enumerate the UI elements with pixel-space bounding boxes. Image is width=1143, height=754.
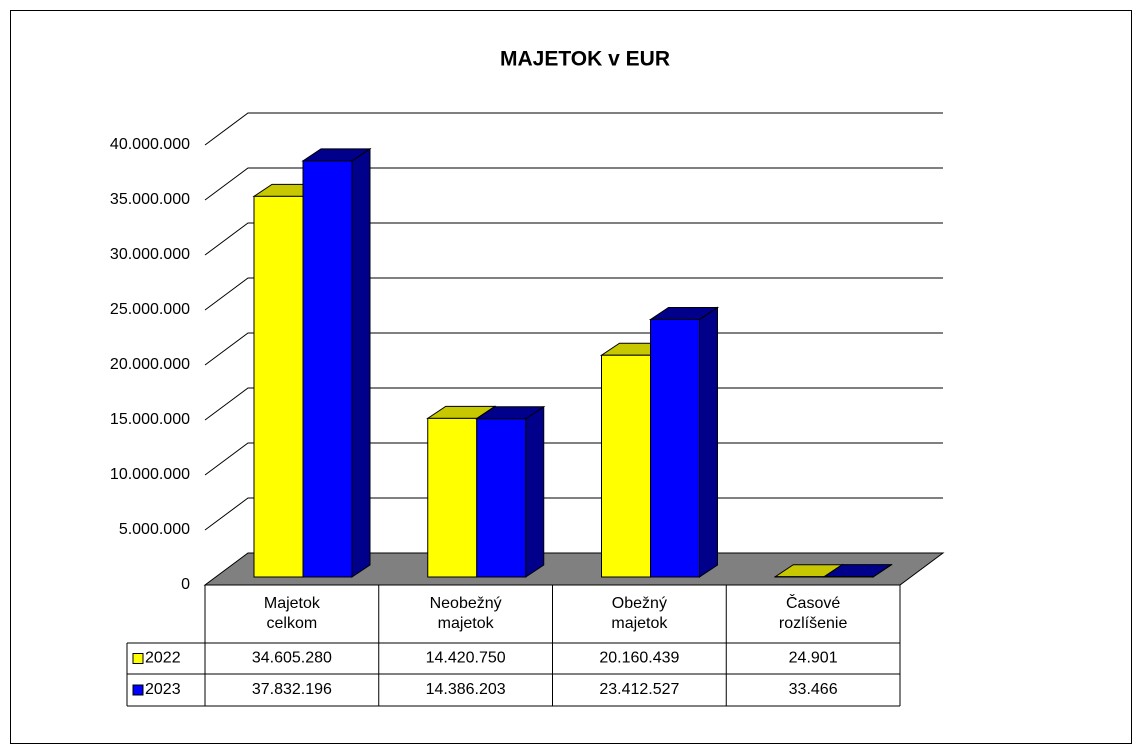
bar (301, 147, 372, 578)
y-tick-label: 40.000.000 (110, 136, 190, 153)
frame (10, 10, 1132, 744)
grid-line (204, 167, 943, 201)
chart-title: MAJETOK v EUR (500, 48, 670, 71)
legend-swatch (132, 653, 144, 664)
bar-front (476, 418, 527, 578)
bar-front (601, 354, 651, 578)
bar-side (525, 405, 545, 578)
y-tick-label: 15.000.000 (110, 411, 190, 428)
y-tick-label: 30.000.000 (110, 246, 190, 263)
y-tick-label: 0 (181, 576, 190, 593)
bar (648, 306, 720, 578)
bar (475, 405, 546, 578)
value-label: 14.420.750 (426, 650, 506, 667)
x-tick-label: Obežný majetok (611, 595, 668, 632)
value-label: 33.466 (789, 681, 838, 698)
y-tick-label: 35.000.000 (110, 191, 190, 208)
bar-side (699, 306, 718, 578)
legend-label: 2022 (145, 650, 181, 667)
grid-line (204, 222, 943, 256)
bar-front (253, 195, 304, 578)
bar-front (650, 318, 700, 578)
x-tick-label: Majetok celkom (264, 595, 321, 632)
y-tick-label: 5.000.000 (119, 521, 190, 538)
value-label: 34.605.280 (252, 650, 332, 667)
legend-swatch (132, 684, 144, 696)
y-tick-label: 25.000.000 (110, 301, 190, 318)
bar (822, 563, 893, 578)
bar-side (351, 147, 371, 578)
bar-front (302, 160, 353, 578)
x-tick-label: Neobežný majetok (430, 595, 502, 632)
grid-line (204, 277, 943, 311)
x-tick-label: Časové rozlíšenie (779, 593, 848, 632)
value-label: 20.160.439 (599, 650, 679, 667)
legend-label: 2023 (145, 681, 181, 698)
grid-line (204, 112, 943, 146)
value-label: 24.901 (789, 650, 838, 667)
value-label: 14.386.203 (426, 681, 506, 698)
value-label: 23.412.527 (599, 681, 679, 698)
y-tick-label: 10.000.000 (110, 466, 190, 483)
bar-front (427, 417, 478, 578)
value-label: 37.832.196 (252, 681, 332, 698)
y-tick-label: 20.000.000 (110, 356, 190, 373)
